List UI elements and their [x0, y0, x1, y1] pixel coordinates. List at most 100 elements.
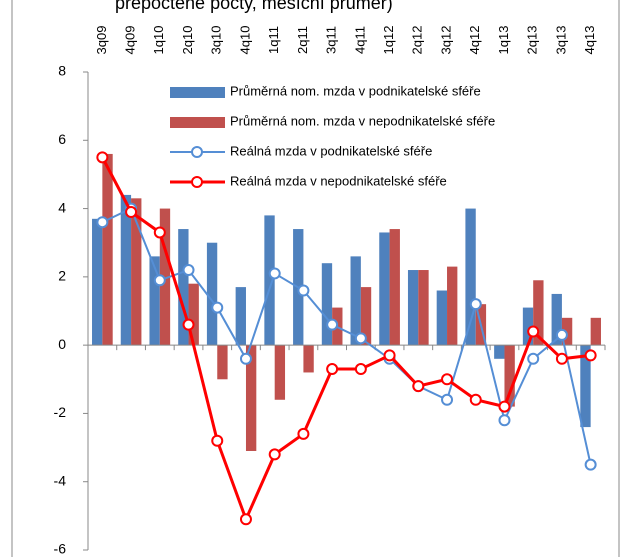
x-tick-label: 1q10	[151, 26, 166, 55]
bar	[379, 232, 390, 346]
bar	[92, 218, 103, 346]
x-tick-label: 2q13	[525, 26, 540, 55]
bar	[350, 256, 361, 346]
marker	[96, 216, 109, 229]
bar	[436, 290, 448, 346]
legend-swatch	[170, 87, 225, 98]
bar	[120, 194, 132, 346]
bar	[580, 345, 591, 428]
x-tick-label: 4q10	[237, 26, 252, 55]
bar	[533, 280, 544, 346]
bar	[188, 283, 199, 346]
marker	[555, 328, 568, 341]
marker	[555, 352, 568, 365]
bar	[217, 345, 228, 380]
bar	[245, 345, 257, 451]
bar	[407, 270, 419, 346]
x-tick-label: 3q13	[553, 26, 568, 55]
marker	[239, 513, 252, 526]
x-tick-label: 4q11	[352, 26, 367, 54]
bar	[131, 198, 142, 346]
marker	[412, 380, 425, 393]
marker	[182, 264, 195, 277]
bar	[206, 242, 218, 346]
bar	[465, 208, 476, 346]
chart-frame	[11, 0, 620, 557]
bar	[321, 263, 333, 346]
legend-swatch	[170, 117, 225, 128]
y-tick-label: 0	[58, 336, 66, 352]
marker	[326, 318, 339, 331]
bar	[522, 307, 534, 346]
marker	[527, 352, 540, 365]
bar	[274, 345, 286, 400]
x-tick-label: 1q12	[381, 26, 396, 55]
marker	[354, 332, 367, 345]
marker	[498, 414, 511, 427]
marker	[584, 458, 597, 471]
bar	[264, 215, 275, 346]
marker	[268, 448, 281, 461]
y-tick-label: 6	[58, 131, 66, 147]
marker	[153, 274, 166, 287]
bar	[102, 153, 113, 346]
y-tick-label: 8	[58, 63, 66, 79]
y-tick-label: 2	[58, 268, 66, 284]
bar	[178, 229, 189, 346]
bar	[418, 270, 429, 346]
x-tick-label: 3q11	[324, 26, 339, 54]
bar	[494, 345, 505, 359]
x-tick-label: 2q10	[180, 26, 195, 55]
marker	[182, 318, 195, 331]
bar	[159, 208, 171, 346]
y-tick-label: -4	[54, 472, 67, 488]
marker	[153, 226, 166, 239]
line	[101, 156, 591, 524]
marker	[211, 434, 224, 447]
legend-label: Průměrná nom. mzda v podnikatelské sféře	[230, 83, 481, 98]
marker	[96, 151, 109, 164]
marker	[469, 298, 482, 311]
bar	[389, 229, 400, 346]
bar	[235, 287, 246, 346]
legend-label: Reálná mzda v podnikatelské sféře	[230, 143, 432, 158]
chart-title: přepočtené počty, měsíční průměr)	[115, 0, 393, 13]
x-tick-label: 4q12	[467, 26, 482, 55]
marker	[469, 393, 482, 406]
legend-label: Reálná mzda v nepodnikatelské sféře	[230, 173, 447, 188]
marker	[584, 349, 597, 362]
marker	[239, 352, 252, 365]
bar	[551, 293, 562, 346]
x-tick-label: 3q12	[438, 26, 453, 55]
marker	[211, 301, 224, 314]
legend-label: Průměrná nom. mzda v nepodnikatelské sfé…	[230, 113, 495, 128]
bar	[504, 345, 515, 407]
marker	[498, 400, 511, 413]
marker	[268, 267, 281, 280]
y-tick-label: -2	[54, 404, 67, 420]
legend-marker	[191, 146, 203, 158]
x-tick-label: 4q13	[582, 26, 597, 55]
x-tick-label: 3q10	[209, 26, 224, 55]
bar	[149, 256, 160, 346]
marker	[125, 205, 138, 218]
marker	[527, 325, 540, 338]
marker	[297, 427, 310, 440]
x-tick-label: 2q11	[295, 26, 310, 54]
marker	[383, 349, 396, 362]
legend-marker	[191, 176, 203, 188]
bar	[360, 287, 372, 346]
x-tick-label: 2q12	[410, 26, 425, 55]
marker	[354, 363, 367, 376]
y-tick-label: 4	[58, 199, 66, 215]
bar	[303, 345, 314, 373]
marker	[297, 284, 310, 297]
y-tick-label: -6	[54, 541, 67, 557]
bar	[447, 266, 458, 346]
x-tick-label: 3q09	[94, 26, 109, 55]
x-tick-label: 1q13	[496, 26, 511, 55]
x-tick-label: 1q11	[266, 26, 281, 54]
marker	[326, 363, 339, 376]
